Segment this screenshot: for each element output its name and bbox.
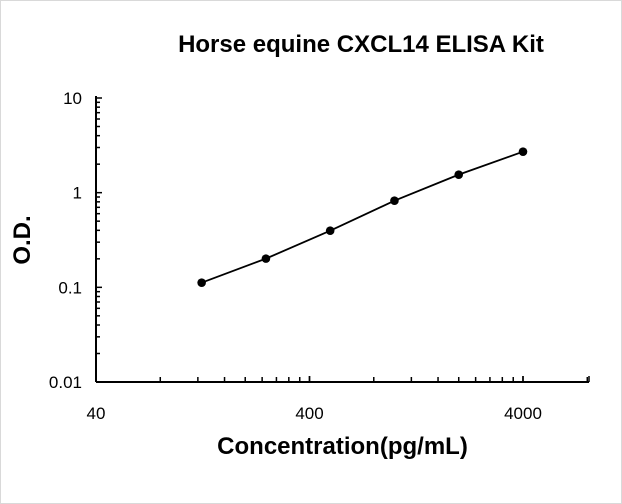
data-point (197, 278, 206, 287)
y-axis-label: O.D. (9, 215, 36, 265)
x-axis-label: Concentration(pg/mL) (217, 433, 468, 460)
data-point (325, 226, 335, 235)
data-point (454, 170, 464, 179)
y-tick-label: 10 (63, 89, 82, 108)
x-tick-label: 40 (87, 404, 106, 423)
x-tick-label: 400 (295, 404, 323, 423)
y-tick-label: 0.01 (49, 373, 82, 392)
data-point (390, 196, 399, 205)
chart-title: Horse equine CXCL14 ELISA Kit (178, 31, 544, 58)
y-tick-label: 1 (73, 184, 82, 203)
series-line (201, 150, 524, 284)
data-point (518, 147, 528, 156)
x-tick-label: 4000 (504, 404, 542, 423)
y-tick-label: 0.1 (58, 278, 82, 297)
data-point (261, 254, 271, 263)
